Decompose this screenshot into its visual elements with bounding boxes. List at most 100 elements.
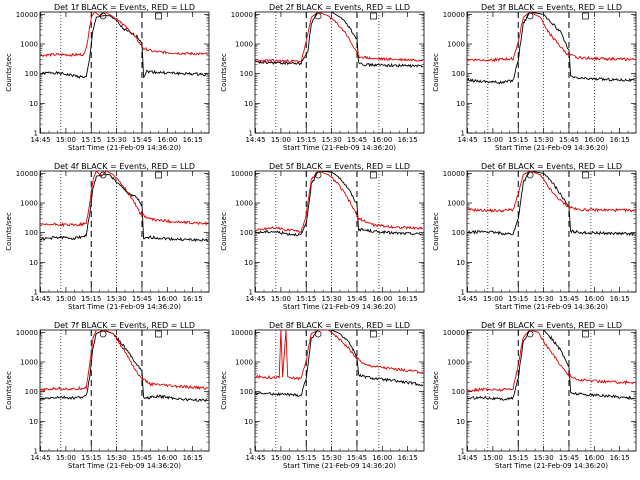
panel-title: Det 8f BLACK = Events, RED = LLD: [269, 321, 410, 330]
x-tick-label: 16:00: [157, 454, 177, 462]
x-tick-label: 14:45: [30, 136, 50, 144]
state-marker: [370, 330, 377, 338]
y-tick-label: 10000: [16, 11, 38, 19]
y-tick-label: 1000: [20, 200, 38, 208]
y-axis-label: Counts/sec: [5, 212, 13, 251]
y-tick-label: 1: [461, 130, 465, 138]
y-tick-label: 100: [240, 229, 253, 237]
y-tick-label: 100: [452, 388, 465, 396]
panel-det-8: Det 8f BLACK = Events, RED = LLD 1 10 100 10…: [220, 321, 425, 470]
series-events: [467, 171, 635, 237]
series-events: [40, 15, 209, 79]
attenuator-marker: [526, 171, 534, 179]
x-tick-label: 16:15: [183, 454, 203, 462]
y-tick-label: 1: [461, 289, 465, 297]
x-tick-label: 14:45: [245, 136, 265, 144]
y-tick-label: 10: [29, 100, 38, 108]
panel-title: Det 9f BLACK = Events, RED = LLD: [481, 321, 622, 330]
state-marker: [370, 171, 377, 179]
series-events: [255, 12, 424, 69]
y-tick-label: 10: [456, 100, 465, 108]
x-tick-label: 14:45: [245, 454, 265, 462]
attenuator-marker: [314, 12, 322, 20]
x-tick-label: 15:00: [483, 295, 503, 303]
panel-det-3: Det 3f BLACK = Events, RED = LLD 1 10 100 10…: [432, 3, 637, 152]
plot-frame: [466, 329, 637, 452]
y-axis-label: Counts/sec: [432, 371, 440, 410]
y-tick-label: 100: [452, 70, 465, 78]
x-axis-label: Start Time (21-Feb-09 14:36:20): [68, 462, 181, 470]
y-tick-label: 10000: [231, 170, 253, 178]
x-tick-label: 15:45: [559, 295, 579, 303]
series-lld: [40, 330, 209, 393]
series-lld: [40, 12, 209, 58]
panel-title: Det 5f BLACK = Events, RED = LLD: [269, 162, 410, 171]
attenuator-marker: [314, 330, 322, 338]
y-tick-label: 10: [29, 418, 38, 426]
series-lld: [255, 171, 424, 234]
x-tick-label: 15:15: [508, 454, 528, 462]
y-tick-label: 100: [25, 229, 38, 237]
plot-frame: [39, 11, 210, 134]
x-tick-label: 16:00: [584, 295, 604, 303]
series-lld: [467, 12, 635, 63]
attenuator-marker: [99, 330, 107, 338]
panel-title: Det 6f BLACK = Events, RED = LLD: [481, 162, 622, 171]
x-tick-label: 15:45: [132, 136, 152, 144]
x-tick-label: 16:15: [610, 454, 630, 462]
x-tick-label: 15:30: [322, 454, 342, 462]
x-tick-label: 15:30: [322, 295, 342, 303]
panel-det-1: Det 1f BLACK = Events, RED = LLD 1 10 100 10…: [5, 3, 210, 152]
attenuator-marker: [99, 171, 107, 179]
y-tick-label: 1: [461, 448, 465, 456]
y-tick-label: 10: [244, 259, 253, 267]
x-tick-label: 15:30: [534, 295, 554, 303]
panel-det-5: Det 5f BLACK = Events, RED = LLD 1 10 100 10…: [220, 162, 425, 311]
y-tick-label: 1000: [20, 41, 38, 49]
y-tick-label: 1: [249, 448, 253, 456]
x-tick-label: 16:15: [610, 295, 630, 303]
x-tick-label: 16:15: [183, 295, 203, 303]
series-lld: [40, 171, 209, 228]
x-tick-label: 15:45: [132, 295, 152, 303]
x-tick-label: 16:15: [398, 136, 418, 144]
x-tick-label: 16:15: [610, 136, 630, 144]
state-marker: [582, 330, 589, 338]
y-tick-label: 1000: [235, 41, 253, 49]
x-tick-label: 15:45: [559, 136, 579, 144]
plot-frame: [39, 170, 210, 293]
x-tick-label: 15:45: [347, 136, 367, 144]
x-tick-label: 14:45: [457, 295, 477, 303]
y-tick-label: 10: [29, 259, 38, 267]
x-tick-label: 16:00: [372, 136, 392, 144]
y-tick-label: 1000: [235, 200, 253, 208]
x-tick-label: 16:00: [157, 295, 177, 303]
y-tick-label: 1: [34, 130, 38, 138]
x-tick-label: 15:00: [56, 454, 76, 462]
x-tick-label: 16:00: [372, 454, 392, 462]
panel-title: Det 2f BLACK = Events, RED = LLD: [269, 3, 410, 12]
y-tick-label: 100: [240, 70, 253, 78]
x-tick-label: 15:15: [81, 454, 101, 462]
panel-title: Det 3f BLACK = Events, RED = LLD: [481, 3, 622, 12]
x-axis-label: Start Time (21-Feb-09 14:36:20): [68, 144, 181, 152]
state-marker: [370, 12, 377, 20]
series-events: [467, 12, 636, 85]
series-events: [467, 330, 635, 401]
y-tick-label: 10000: [443, 11, 465, 19]
panel-det-2: Det 2f BLACK = Events, RED = LLD 1 10 100 10…: [220, 3, 425, 152]
series-lld: [467, 330, 635, 393]
plot-frame: [39, 329, 210, 452]
y-tick-label: 1000: [447, 359, 465, 367]
y-axis-label: Counts/sec: [5, 371, 13, 410]
y-tick-label: 10000: [231, 329, 253, 337]
x-axis-label: Start Time (21-Feb-09 14:36:20): [68, 303, 181, 311]
y-axis-label: Counts/sec: [432, 53, 440, 92]
panel-det-9: Det 9f BLACK = Events, RED = LLD 1 10 100 10…: [432, 321, 637, 470]
x-tick-label: 15:00: [56, 136, 76, 144]
y-tick-label: 100: [25, 70, 38, 78]
series-lld: [467, 171, 636, 214]
state-marker: [582, 171, 589, 179]
x-tick-label: 14:45: [457, 136, 477, 144]
